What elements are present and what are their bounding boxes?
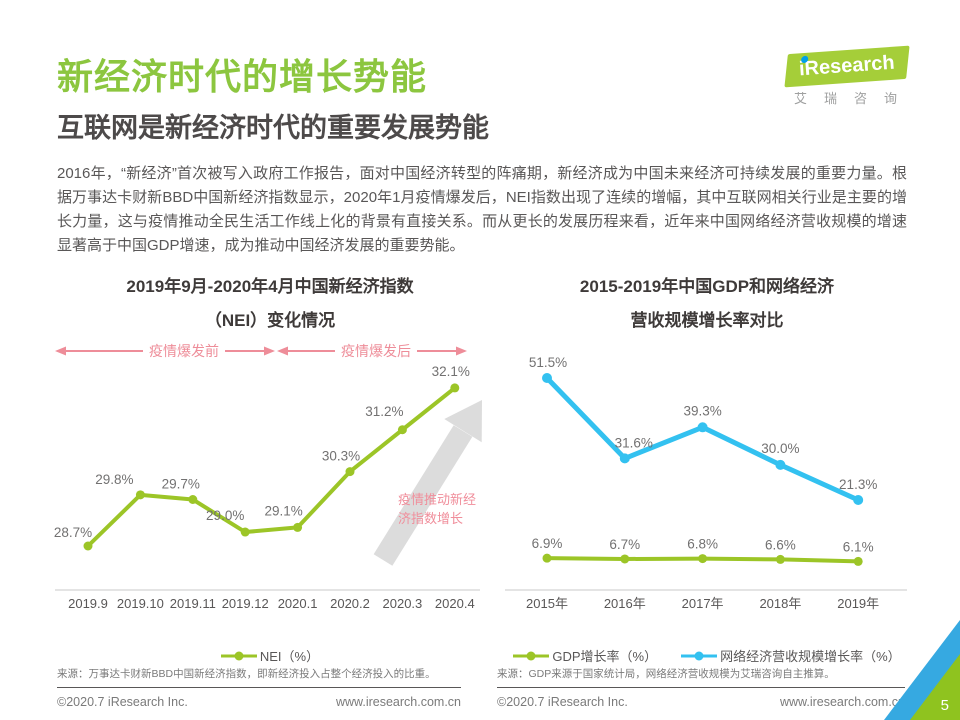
left-chart-legend: NEI（%） (50, 646, 490, 665)
arrow-right-icon (417, 346, 467, 356)
website-link-right[interactable]: www.iresearch.com.cn (779, 695, 905, 709)
svg-text:2020.1: 2020.1 (278, 596, 318, 611)
right-chart-title: 2015-2019年中国GDP和网络经济 营收规模增长率对比 (497, 270, 917, 338)
logo-text: Research (804, 51, 896, 80)
svg-text:2015年: 2015年 (526, 596, 568, 611)
svg-text:2019.11: 2019.11 (170, 596, 216, 611)
svg-text:31.2%: 31.2% (365, 404, 403, 419)
arrow-right-icon (225, 346, 275, 356)
page-title: 新经济时代的增长势能 (57, 56, 428, 97)
legend-label-internet-economy: 网络经济营收规模增长率（%） (720, 649, 901, 664)
svg-text:6.1%: 6.1% (843, 539, 874, 554)
svg-text:29.7%: 29.7% (162, 477, 200, 492)
right-chart-title-line2: 营收规模增长率对比 (630, 311, 784, 330)
svg-text:2019.10: 2019.10 (117, 596, 164, 611)
pre-outbreak-label: 疫情爆发前 (149, 343, 219, 359)
right-chart-legend: GDP增长率（%） 网络经济营收规模增长率（%） (497, 646, 917, 665)
gdp-legend-marker-icon (513, 651, 550, 660)
legend-item-gdp: GDP增长率（%） (513, 646, 657, 665)
footer-left: ©2020.7 iResearch Inc. www.iresearch.com… (57, 687, 461, 709)
svg-text:6.9%: 6.9% (532, 536, 563, 551)
svg-text:28.7%: 28.7% (54, 525, 92, 540)
copyright-right: ©2020.7 iResearch Inc. (497, 695, 628, 709)
arrow-note-label: 疫情推动新经济指数增长 (398, 492, 477, 526)
left-chart-title-line2: （NEI）变化情况 (204, 311, 336, 330)
left-chart-title: 2019年9月-2020年4月中国新经济指数 （NEI）变化情况 (50, 270, 490, 338)
arrow-left-icon (55, 346, 143, 356)
svg-text:29.1%: 29.1% (264, 503, 302, 518)
svg-text:39.3%: 39.3% (683, 403, 721, 418)
legend-label-nei: NEI（%） (259, 649, 320, 664)
gdp-vs-internet-line-chart: 2015年 2016年 2017年 2018年 2019年 6.9% 6.7% 6.8% 6.6… (505, 355, 907, 611)
svg-text:2016年: 2016年 (604, 596, 646, 611)
website-link-left[interactable]: www.iresearch.com.cn (335, 695, 461, 709)
svg-text:30.3%: 30.3% (322, 449, 360, 464)
svg-text:2019年: 2019年 (837, 596, 879, 611)
legend-item-internet-economy: 网络经济营收规模增长率（%） (681, 646, 901, 665)
epidemic-phase-annotations: 疫情爆发前 疫情爆发后 (55, 341, 467, 361)
post-outbreak-label: 疫情爆发后 (341, 343, 411, 359)
svg-text:29.8%: 29.8% (95, 472, 133, 487)
svg-text:6.7%: 6.7% (609, 537, 640, 552)
svg-text:6.6%: 6.6% (765, 537, 796, 552)
iresearch-logo: iResearch 艾瑞咨询 (784, 45, 915, 107)
internet-economy-legend-marker-icon (681, 651, 718, 660)
svg-text:30.0%: 30.0% (761, 441, 799, 456)
nei-legend-marker-icon (220, 651, 257, 660)
right-chart-title-line1: 2015-2019年中国GDP和网络经济 (579, 277, 835, 296)
footer-right: ©2020.7 iResearch Inc. www.iresearch.com… (497, 687, 905, 709)
right-chart-source: 来源：GDP来源于国家统计局，网络经济营收规模为艾瑞咨询自主推算。 (497, 668, 835, 680)
svg-text:2019.9: 2019.9 (68, 596, 108, 611)
svg-text:51.5%: 51.5% (529, 355, 567, 370)
svg-text:2020.2: 2020.2 (330, 596, 370, 611)
body-paragraph: 2016年，“新经济”首次被写入政府工作报告，面对中国经济转型的阵痛期，新经济成… (57, 165, 907, 254)
nei-line-chart: 2019.9 2019.10 2019.11 2019.12 2020.1 2020.2 2… (54, 364, 482, 611)
svg-text:2020.3: 2020.3 (383, 596, 423, 611)
svg-text:29.0%: 29.0% (206, 508, 244, 523)
svg-text:21.3%: 21.3% (839, 477, 877, 492)
left-chart-source: 来源：万事达卡财新BBD中国新经济指数，即新经济投入占整个经济投入的比重。 (57, 668, 436, 680)
arrow-left-icon (277, 346, 335, 356)
legend-label-gdp: GDP增长率（%） (552, 649, 658, 664)
pre-outbreak-annotation: 疫情爆发前 (55, 341, 275, 361)
copyright-left: ©2020.7 iResearch Inc. (57, 695, 188, 709)
post-outbreak-annotation: 疫情爆发后 (277, 341, 467, 361)
svg-text:2020.4: 2020.4 (435, 596, 475, 611)
legend-item-nei: NEI（%） (220, 646, 320, 665)
svg-text:2019.12: 2019.12 (222, 596, 269, 611)
svg-text:6.8%: 6.8% (687, 537, 718, 552)
left-chart-title-line1: 2019年9月-2020年4月中国新经济指数 (126, 277, 414, 296)
logo-banner: iResearch (784, 45, 910, 88)
page-number: 5 (940, 697, 949, 714)
svg-text:31.6%: 31.6% (615, 435, 653, 450)
svg-text:2018年: 2018年 (759, 596, 801, 611)
logo-caption: 艾瑞咨询 (794, 91, 915, 106)
svg-text:32.1%: 32.1% (432, 364, 470, 379)
page-subtitle: 互联网是新经济时代的重要发展势能 (57, 113, 489, 143)
svg-text:2017年: 2017年 (682, 596, 724, 611)
